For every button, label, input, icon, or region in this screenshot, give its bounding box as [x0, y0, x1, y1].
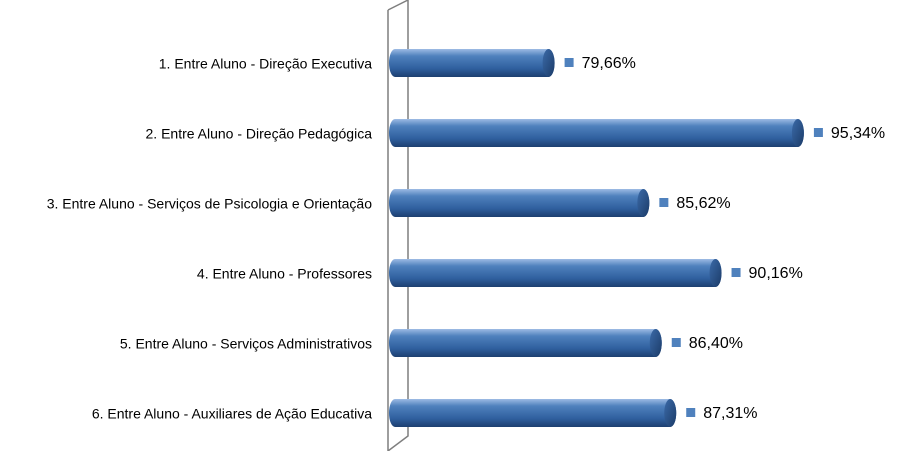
label-marker [671, 338, 681, 347]
bar-cap [637, 189, 650, 217]
bar [389, 259, 722, 287]
value-label: 79,66% [582, 55, 636, 72]
value-label: 95,34% [831, 125, 885, 142]
value-label: 90,16% [749, 265, 803, 282]
bar [389, 189, 650, 218]
bar [389, 399, 677, 427]
plot-wall [387, 0, 409, 451]
value-label: 85,62% [676, 195, 730, 212]
label-marker [686, 408, 696, 417]
label-marker [731, 268, 741, 277]
value-label: 86,40% [689, 335, 743, 352]
wall-outline [387, 0, 409, 451]
bar-cap [542, 49, 555, 77]
y-tick-label: 5. Entre Aluno - Serviços Administrativo… [120, 336, 372, 352]
value-label: 87,31% [703, 405, 757, 422]
label-marker [813, 128, 823, 137]
y-tick-label: 2. Entre Aluno - Direção Pedagógica [146, 126, 373, 142]
bar-cap [664, 399, 677, 427]
y-tick-label: 4. Entre Aluno - Professores [197, 266, 372, 282]
bar [389, 49, 555, 77]
y-tick-label: 3. Entre Aluno - Serviços de Psicologia … [47, 196, 373, 212]
y-tick-label: 1. Entre Aluno - Direção Executiva [159, 56, 372, 72]
bar [389, 119, 804, 147]
label-marker [564, 58, 574, 67]
bar-cap [709, 259, 722, 287]
label-marker [659, 198, 669, 207]
bar-cap [649, 329, 662, 357]
bar [389, 329, 662, 357]
y-tick-label: 6. Entre Aluno - Auxiliares de Ação Educ… [92, 406, 372, 422]
bar-cap [791, 119, 804, 147]
